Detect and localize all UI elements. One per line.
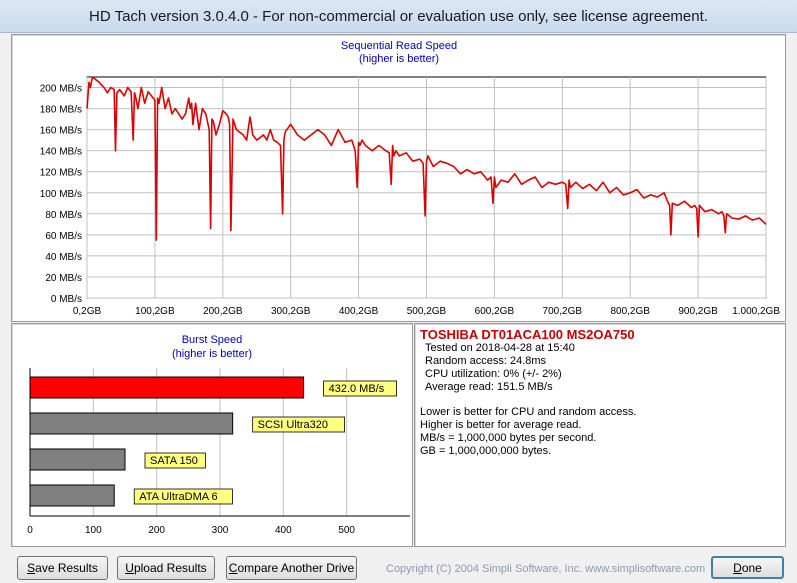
burst-x-axis: 0 100 200 300 400 500 [27,525,355,536]
seq-x-tick-label: 900,2GB [678,306,718,317]
seq-y-tick-label: 120 MB/s [40,168,82,179]
seq-x-tick-label: 700,2GB [543,306,583,317]
burst-speed-chart: Burst Speed (higher is better) 432.0 MB/… [27,334,410,536]
compare-another-drive-button[interactable]: Compare Another Drive [226,556,357,580]
save-results-button[interactable]: Save Results [17,556,108,580]
burst-x-tick-label: 0 [27,525,33,536]
seq-x-axis: 0,2GB 100,2GB 200,2GB 300,2GB 400,2GB 500,2GB… [73,306,781,317]
seq-y-tick-label: 80 MB/s [45,210,82,221]
average-read: Average read: 151.5 MB/s [425,381,553,393]
upload-results-button[interactable]: Upload Results [117,556,215,580]
seq-x-tick-label: 100,2GB [135,306,175,317]
seq-y-tick-label: 140 MB/s [40,147,82,158]
seq-x-tick-label: 600,2GB [475,306,515,317]
test-results: Tested on 2018-04-28 at 15:40 Random acc… [425,342,575,394]
drive-name: TOSHIBA DT01ACA100 MS2OA750 [420,327,635,342]
burst-data-label-box [323,380,398,397]
burst-x-tick-label: 300 [212,525,229,536]
burst-data-label: SATA 150 [150,455,198,467]
seq-x-tick-label: 200,2GB [203,306,243,317]
seq-y-tick-label: 200 MB/s [40,84,82,95]
note-line: GB = 1,000,000,000 bytes. [420,445,552,457]
burst-data-label-box [252,416,345,433]
burst-x-tick-label: 400 [275,525,292,536]
seq-y-tick-label: 40 MB/s [45,252,82,263]
burst-x-tick-label: 500 [338,525,355,536]
seq-y-tick-label: 0 MB/s [51,294,82,305]
note-line: Lower is better for CPU and random acces… [420,406,637,418]
burst-bars: 432.0 MB/s SCSI Ultra320 SATA 150 ATA Ultra… [29,376,398,507]
burst-data-label: ATA UltraDMA 6 [139,491,217,503]
burst-chart-title: Burst Speed [182,334,243,346]
seq-y-axis: 0 MB/s 20 MB/s 40 MB/s 60 MB/s 80 MB/s 100 MB… [40,84,82,305]
seq-x-tick-label: 800,2GB [610,306,650,317]
burst-bar-reference [29,484,115,507]
burst-chart-subtitle: (higher is better) [172,348,252,360]
test-date: Tested on 2018-04-28 at 15:40 [425,342,575,354]
seq-y-tick-label: 160 MB/s [40,126,82,137]
note-line: MB/s = 1,000,000 bytes per second. [420,432,597,444]
burst-data-label: 432.0 MB/s [329,383,385,395]
seq-y-tick-label: 60 MB/s [45,231,82,242]
copyright-text: Copyright (C) 2004 Simpli Software, Inc.… [386,563,706,575]
seq-x-tick-label: 1.000,2GB [732,306,780,317]
seq-grid [86,76,767,299]
burst-bar-tested-drive [29,376,305,399]
burst-data-label-box [144,452,206,469]
random-access: Random access: 24.8ms [425,355,547,367]
burst-bar-reference [29,448,126,471]
seq-x-tick-label: 500,2GB [407,306,447,317]
window-title-bar: HD Tach version 3.0.4.0 - For non-commer… [0,0,797,33]
notes: Lower is better for CPU and random acces… [420,406,636,458]
cpu-utilization: CPU utilization: 0% (+/- 2%) [425,368,562,380]
note-line: Higher is better for average read. [420,419,582,431]
seq-series [86,76,767,241]
seq-chart-subtitle: (higher is better) [359,53,439,65]
seq-chart-title: Sequential Read Speed [341,40,457,52]
burst-data-label-box [133,488,233,505]
burst-x-tick-label: 100 [85,525,102,536]
seq-x-tick-label: 0,2GB [73,306,102,317]
drive-info-panel: TOSHIBA DT01ACA100 MS2OA750 Tested on 20… [414,323,786,547]
burst-speed-panel: Burst Speed (higher is better) 432.0 MB/… [11,323,413,547]
seq-read-line [86,76,767,241]
burst-bar-reference [29,412,234,435]
seq-x-tick-label: 300,2GB [271,306,311,317]
sequential-read-chart: Sequential Read Speed (higher is better)… [40,40,781,317]
seq-y-tick-label: 100 MB/s [40,189,82,200]
sequential-read-panel: Sequential Read Speed (higher is better)… [11,34,786,322]
seq-x-tick-label: 400,2GB [339,306,379,317]
done-button[interactable]: Done [711,556,784,579]
burst-x-tick-label: 200 [148,525,165,536]
window-title: HD Tach version 3.0.4.0 - For non-commer… [89,7,708,25]
seq-y-tick-label: 180 MB/s [40,105,82,116]
seq-y-tick-label: 20 MB/s [45,273,82,284]
burst-data-label: SCSI Ultra320 [258,419,328,431]
